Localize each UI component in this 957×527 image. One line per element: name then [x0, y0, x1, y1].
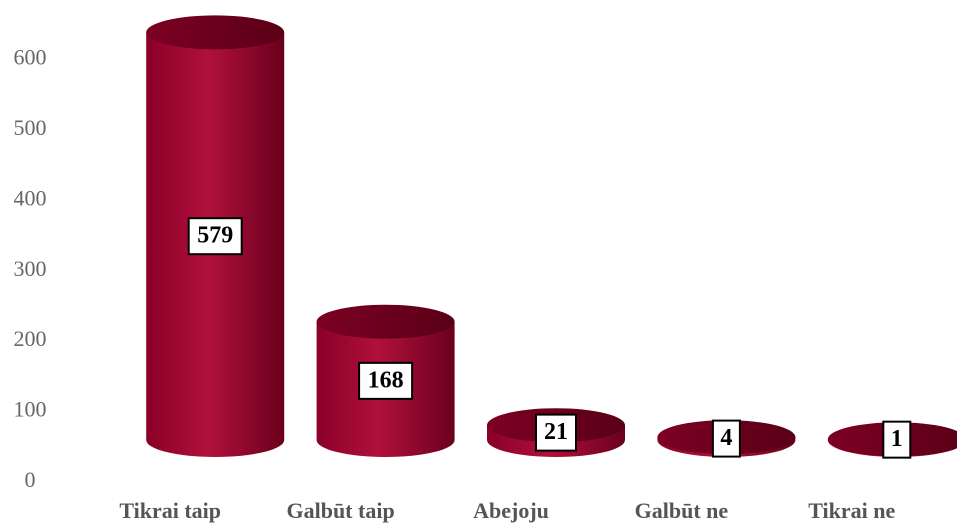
value-label-box [882, 420, 912, 459]
x-tick-label: Tikrai ne [808, 498, 895, 523]
x-tick-label: Galbūt ne [635, 498, 729, 523]
value-label-box [711, 419, 741, 458]
value-label: 579 [197, 223, 233, 249]
y-tick-label: 400 [14, 185, 47, 210]
y-tick-label: 200 [14, 326, 47, 351]
y-tick-label: 500 [14, 115, 47, 140]
value-label: 21 [544, 419, 568, 445]
value-label: 168 [368, 367, 404, 393]
value-label: 1 [891, 426, 903, 452]
y-tick-label: 300 [14, 256, 47, 281]
value-label-box [187, 217, 243, 256]
x-tick-label: Tikrai taip [119, 498, 221, 523]
value-label: 4 [720, 425, 732, 451]
y-tick-label: 100 [14, 397, 47, 422]
x-tick-label: Abejoju [473, 498, 549, 523]
value-label-box [358, 361, 414, 400]
value-label-box [535, 413, 577, 452]
x-tick-label: Galbūt taip [286, 498, 394, 523]
bar-top [146, 15, 285, 50]
bar-top [316, 304, 455, 339]
y-tick-label: 0 [25, 467, 36, 492]
y-tick-label: 600 [14, 45, 47, 70]
